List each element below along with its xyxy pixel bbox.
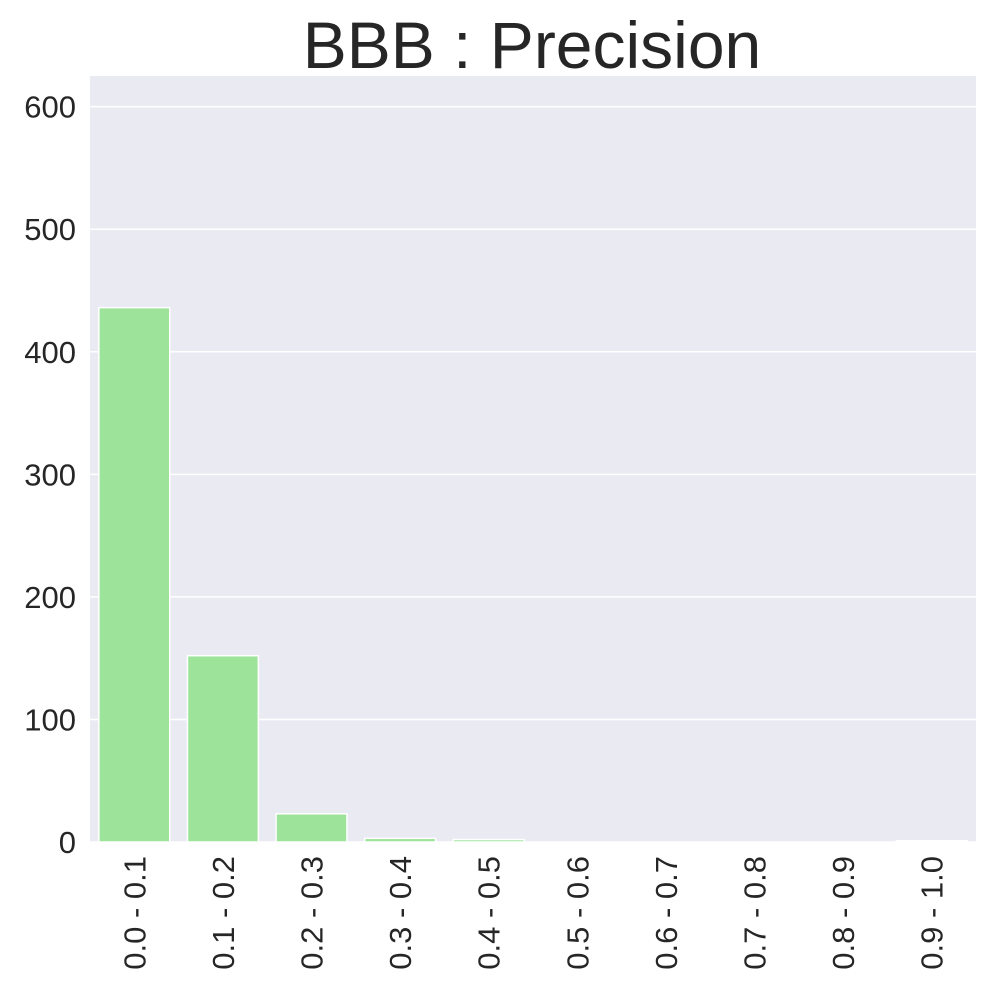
x-tick-label: 0.0 - 0.1 — [117, 856, 152, 970]
x-tick-label: 0.2 - 0.3 — [295, 856, 330, 970]
bar — [895, 840, 968, 843]
y-axis-ticks: 0 100 200 300 400 500 600 — [24, 90, 76, 860]
bar — [363, 837, 437, 843]
bar — [186, 654, 260, 843]
y-tick-label: 300 — [24, 457, 76, 492]
x-tick-label: 0.9 - 1.0 — [915, 856, 950, 970]
x-tick-label: 0.1 - 0.2 — [206, 856, 241, 970]
x-tick-label: 0.4 - 0.5 — [472, 856, 507, 970]
x-tick-label: 0.7 - 0.8 — [738, 856, 773, 970]
bars — [98, 306, 968, 843]
x-tick-label: 0.3 - 0.4 — [383, 856, 418, 970]
y-tick-label: 400 — [24, 335, 76, 370]
y-tick-label: 0 — [59, 825, 76, 860]
y-tick-label: 200 — [24, 580, 76, 615]
x-axis-ticks: 0.0 - 0.1 0.1 - 0.2 0.2 - 0.3 0.3 - 0.4 0.4 … — [117, 856, 949, 970]
bar — [98, 306, 171, 843]
bar — [275, 813, 348, 843]
bar — [452, 838, 525, 843]
chart-title: BBB : Precision — [303, 8, 762, 82]
x-tick-label: 0.6 - 0.7 — [649, 856, 684, 970]
y-tick-label: 500 — [24, 212, 76, 247]
y-tick-label: 600 — [24, 90, 76, 125]
y-tick-label: 100 — [24, 702, 76, 737]
x-tick-label: 0.8 - 0.9 — [826, 856, 861, 970]
x-tick-label: 0.5 - 0.6 — [560, 856, 595, 970]
